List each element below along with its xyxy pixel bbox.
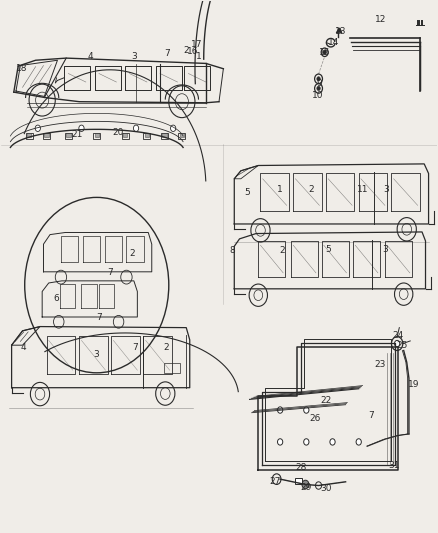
Text: 19: 19 <box>407 380 419 389</box>
Text: 22: 22 <box>320 396 332 405</box>
Text: 3: 3 <box>382 245 388 254</box>
Text: 1: 1 <box>277 185 283 194</box>
Bar <box>66 133 71 138</box>
Text: 7: 7 <box>107 269 113 277</box>
Text: 7: 7 <box>368 411 374 420</box>
Circle shape <box>330 439 335 445</box>
Bar <box>93 133 100 139</box>
Circle shape <box>395 341 400 347</box>
Bar <box>123 133 127 138</box>
Polygon shape <box>336 28 342 33</box>
Text: 27: 27 <box>269 477 281 486</box>
Text: 3: 3 <box>93 350 99 359</box>
Text: 2: 2 <box>129 249 134 258</box>
Text: 2: 2 <box>279 246 285 255</box>
Text: 10: 10 <box>312 91 323 100</box>
Text: 2: 2 <box>184 46 189 55</box>
Text: 29: 29 <box>300 482 312 491</box>
Circle shape <box>170 125 176 132</box>
Text: 25: 25 <box>397 341 408 350</box>
Text: 8: 8 <box>229 246 235 255</box>
Text: 30: 30 <box>320 484 332 493</box>
Circle shape <box>302 480 309 489</box>
Text: 12: 12 <box>375 15 386 25</box>
Text: 23: 23 <box>375 360 386 369</box>
Circle shape <box>134 125 139 132</box>
Bar <box>164 364 180 373</box>
Circle shape <box>323 50 326 54</box>
Text: 21: 21 <box>71 130 83 139</box>
Text: 4: 4 <box>88 52 93 61</box>
Text: 6: 6 <box>54 294 60 303</box>
Bar <box>95 133 99 138</box>
Text: 15: 15 <box>319 48 330 56</box>
Text: 24: 24 <box>392 331 404 340</box>
Bar <box>180 133 184 138</box>
Bar <box>122 133 129 139</box>
Text: 4: 4 <box>21 343 26 352</box>
Circle shape <box>278 407 283 413</box>
Text: 31: 31 <box>388 461 399 470</box>
Text: 14: 14 <box>328 38 339 47</box>
Text: 2: 2 <box>308 185 314 194</box>
Text: 1: 1 <box>196 52 201 61</box>
Bar <box>144 133 150 139</box>
Bar <box>294 478 301 484</box>
Text: 11: 11 <box>357 185 369 194</box>
Text: 13: 13 <box>335 27 346 36</box>
Bar <box>65 133 72 139</box>
Text: 9: 9 <box>317 78 322 87</box>
Bar <box>162 133 166 138</box>
Text: 17: 17 <box>191 41 202 50</box>
Circle shape <box>317 77 320 81</box>
Text: 20: 20 <box>112 128 124 137</box>
Circle shape <box>356 439 361 445</box>
Text: 28: 28 <box>295 463 307 472</box>
Bar <box>25 133 32 139</box>
Bar <box>178 133 185 139</box>
Text: 5: 5 <box>244 188 250 197</box>
Text: 16: 16 <box>187 47 198 55</box>
Bar <box>43 133 50 139</box>
Text: 5: 5 <box>325 245 331 254</box>
Circle shape <box>35 125 40 132</box>
Bar <box>44 133 49 138</box>
Bar <box>145 133 149 138</box>
Text: 7: 7 <box>132 343 138 352</box>
Bar <box>161 133 168 139</box>
Bar <box>27 133 31 138</box>
Text: 3: 3 <box>131 52 137 61</box>
Text: 3: 3 <box>383 185 389 194</box>
Text: 7: 7 <box>164 50 170 58</box>
Circle shape <box>304 407 309 413</box>
Text: 18: 18 <box>16 64 28 73</box>
Text: 7: 7 <box>96 312 102 321</box>
Circle shape <box>79 125 84 132</box>
Circle shape <box>278 439 283 445</box>
Circle shape <box>304 439 309 445</box>
Circle shape <box>317 86 320 91</box>
Text: 2: 2 <box>164 343 170 352</box>
Text: 26: 26 <box>309 414 321 423</box>
